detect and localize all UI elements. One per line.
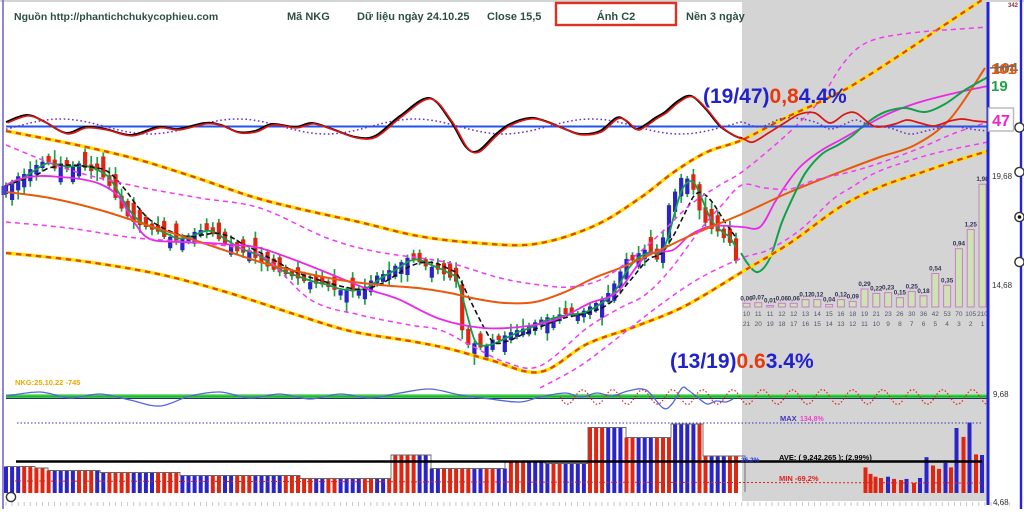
svg-text:0,15: 0,15 bbox=[894, 290, 907, 297]
svg-text:42: 42 bbox=[932, 311, 940, 318]
svg-text:16: 16 bbox=[837, 311, 845, 318]
svg-text:0,12: 0,12 bbox=[811, 292, 824, 299]
svg-text:0,23: 0,23 bbox=[882, 285, 895, 292]
svg-text:0,54: 0,54 bbox=[929, 266, 942, 273]
svg-text:10: 10 bbox=[873, 321, 881, 328]
svg-text:Mã NKG: Mã NKG bbox=[287, 11, 330, 23]
svg-text:Nền 3 ngày: Nền 3 ngày bbox=[686, 11, 746, 23]
svg-text:11: 11 bbox=[755, 311, 762, 318]
svg-text:8: 8 bbox=[898, 321, 902, 328]
svg-text:Close 15,5: Close 15,5 bbox=[487, 11, 541, 23]
svg-text:20: 20 bbox=[755, 321, 763, 328]
svg-text:18: 18 bbox=[849, 311, 857, 318]
svg-text:Ánh C2: Ánh C2 bbox=[597, 10, 636, 23]
svg-text:342: 342 bbox=[1008, 3, 1019, 9]
svg-text:MIN -69,2%: MIN -69,2% bbox=[779, 474, 819, 483]
svg-text:AVE: ( 9,242,265 ); (2.99%): AVE: ( 9,242,265 ); (2.99%) bbox=[779, 453, 872, 462]
svg-text:21: 21 bbox=[873, 311, 881, 318]
svg-text:Dữ liệu ngày 24.10.25: Dữ liệu ngày 24.10.25 bbox=[357, 11, 470, 23]
svg-text:13: 13 bbox=[837, 321, 845, 328]
svg-text:11: 11 bbox=[861, 321, 868, 328]
svg-text:0,09: 0,09 bbox=[847, 293, 860, 300]
svg-text:105: 105 bbox=[965, 311, 976, 318]
svg-text:(13/19)0.63.4%: (13/19)0.63.4% bbox=[670, 350, 814, 373]
svg-text:47: 47 bbox=[992, 113, 1010, 130]
svg-text:19: 19 bbox=[766, 321, 774, 328]
svg-text:7: 7 bbox=[910, 321, 914, 328]
svg-text:101: 101 bbox=[991, 61, 1016, 78]
svg-text:18: 18 bbox=[778, 321, 786, 328]
svg-text:12: 12 bbox=[790, 311, 798, 318]
svg-text:3: 3 bbox=[957, 321, 961, 328]
svg-text:0,06: 0,06 bbox=[788, 295, 801, 302]
svg-text:NKG:25.10.22 -745: NKG:25.10.22 -745 bbox=[15, 378, 80, 387]
svg-text:Nguồn http://phantichchukycoph: Nguồn http://phantichchukycophieu.com bbox=[14, 11, 218, 23]
svg-text:11: 11 bbox=[767, 311, 774, 318]
svg-text:0,94: 0,94 bbox=[953, 241, 966, 248]
svg-text:2: 2 bbox=[969, 321, 973, 328]
svg-text:0,25: 0,25 bbox=[906, 284, 919, 291]
svg-text:17: 17 bbox=[790, 321, 798, 328]
svg-text:26: 26 bbox=[896, 311, 904, 318]
svg-text:1,98: 1,98 bbox=[976, 176, 989, 183]
svg-text:14,68: 14,68 bbox=[992, 281, 1013, 290]
svg-text:0,06: 0,06 bbox=[740, 295, 753, 302]
svg-text:26,2%: 26,2% bbox=[741, 457, 760, 464]
svg-text:14: 14 bbox=[814, 311, 822, 318]
svg-text:104: 104 bbox=[993, 60, 1019, 77]
svg-text:9: 9 bbox=[886, 321, 890, 328]
svg-text:23: 23 bbox=[884, 311, 892, 318]
svg-text:0,01: 0,01 bbox=[764, 298, 777, 305]
svg-text:0,12: 0,12 bbox=[799, 292, 812, 299]
svg-text:0,12: 0,12 bbox=[835, 292, 848, 299]
svg-text:19: 19 bbox=[861, 311, 869, 318]
svg-text:0,29: 0,29 bbox=[858, 281, 871, 288]
svg-text:0,18: 0,18 bbox=[917, 288, 930, 295]
svg-text:6: 6 bbox=[922, 321, 926, 328]
svg-text:0,07: 0,07 bbox=[752, 295, 765, 302]
svg-text:15: 15 bbox=[825, 311, 833, 318]
svg-text:1,25: 1,25 bbox=[965, 222, 978, 229]
svg-text:19,68: 19,68 bbox=[992, 172, 1013, 181]
svg-text:12: 12 bbox=[778, 311, 786, 318]
svg-text:15: 15 bbox=[814, 321, 822, 328]
svg-text:0,04: 0,04 bbox=[823, 297, 836, 304]
svg-text:4,68: 4,68 bbox=[993, 498, 1009, 507]
svg-text:12: 12 bbox=[849, 321, 857, 328]
svg-text:16: 16 bbox=[802, 321, 810, 328]
svg-text:(19/47)0,84.4%: (19/47)0,84.4% bbox=[703, 85, 847, 108]
svg-text:4: 4 bbox=[945, 321, 949, 328]
svg-text:1: 1 bbox=[981, 321, 985, 328]
svg-text:21: 21 bbox=[743, 321, 751, 328]
svg-text:10: 10 bbox=[743, 311, 751, 318]
svg-text:MAX: MAX bbox=[780, 414, 797, 423]
svg-text:13: 13 bbox=[802, 311, 810, 318]
svg-text:210: 210 bbox=[977, 311, 988, 318]
svg-text:70: 70 bbox=[955, 311, 963, 318]
svg-text:53: 53 bbox=[943, 311, 951, 318]
svg-text:19: 19 bbox=[991, 78, 1008, 95]
svg-text:36: 36 bbox=[920, 311, 928, 318]
svg-text:30: 30 bbox=[908, 311, 916, 318]
svg-text:9,68: 9,68 bbox=[993, 390, 1009, 399]
svg-text:5: 5 bbox=[933, 321, 937, 328]
svg-text:0,35: 0,35 bbox=[941, 277, 954, 284]
svg-text:14: 14 bbox=[825, 321, 833, 328]
svg-text:134,8%: 134,8% bbox=[800, 416, 825, 423]
svg-text:0,06: 0,06 bbox=[776, 295, 789, 302]
svg-text:0,22: 0,22 bbox=[870, 285, 883, 292]
